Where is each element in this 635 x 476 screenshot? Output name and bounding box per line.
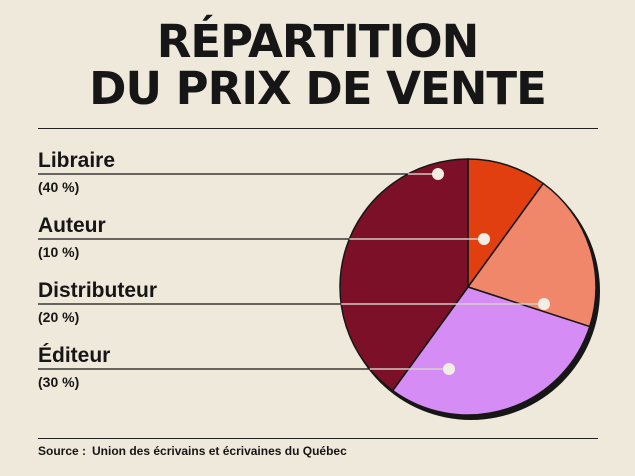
title-line-1: RÉPARTITION bbox=[156, 15, 480, 68]
source-text: Union des écrivains et écrivaines du Qué… bbox=[92, 444, 347, 458]
pie-slice-editeur bbox=[391, 286, 591, 416]
top-divider bbox=[38, 128, 598, 129]
pie-slice-libraire bbox=[339, 158, 469, 392]
legend-value-editeur: (30 %) bbox=[38, 374, 79, 390]
legend-value-auteur: (10 %) bbox=[38, 244, 79, 260]
legend-label-distributeur: Distributeur bbox=[38, 279, 157, 302]
legend-value-distributeur: (20 %) bbox=[38, 309, 79, 325]
leader-dot-distributeur bbox=[538, 298, 550, 310]
source-label: Source : bbox=[38, 444, 87, 458]
pie-legend: Auteur (10 %) Distributeur (20 %) Éditeur (30… bbox=[38, 149, 157, 390]
pie-leaders bbox=[38, 168, 550, 375]
source-note: Source : Union des écrivains et écrivaine… bbox=[38, 444, 347, 458]
bottom-divider bbox=[38, 438, 598, 439]
legend-label-libraire: Libraire bbox=[38, 149, 115, 172]
leader-dot-auteur bbox=[478, 233, 490, 245]
legend-value-libraire: (40 %) bbox=[38, 179, 79, 195]
chart-title: RÉPARTITION DU PRIX DE VENTE bbox=[0, 18, 635, 112]
pie-slice-auteur bbox=[467, 158, 545, 290]
title-line-2: DU PRIX DE VENTE bbox=[89, 62, 547, 115]
legend-label-auteur: Auteur bbox=[38, 214, 106, 237]
leader-dot-editeur bbox=[443, 363, 455, 375]
leader-dot-libraire bbox=[432, 168, 444, 180]
pie-slices bbox=[339, 158, 597, 416]
pie-slice-distributeur bbox=[466, 182, 597, 328]
legend-label-editeur: Éditeur bbox=[38, 344, 110, 367]
